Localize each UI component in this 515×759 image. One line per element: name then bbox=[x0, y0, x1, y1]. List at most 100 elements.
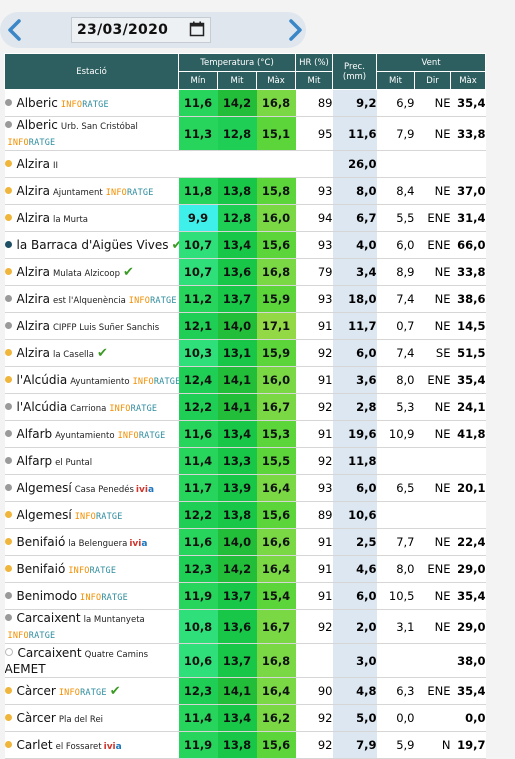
stations-table: Estació Temperatura (°C) HR (%) Prec. (m… bbox=[4, 53, 486, 759]
station-name[interactable]: Càrcer bbox=[16, 683, 56, 698]
station-location: Mulata Alzicoop bbox=[52, 268, 120, 279]
station-name[interactable]: Benifaió bbox=[16, 535, 66, 549]
header-precip[interactable]: Prec. (mm) bbox=[332, 53, 377, 90]
table-row[interactable]: Alzira est l'Alquenència INFORATGE 11,2 13,7… bbox=[4, 285, 486, 313]
table-row[interactable]: Càrcer INFORATGE ✔ 12,3 14,1 16,4 90 4,8 6,3 ENE 3… bbox=[4, 677, 486, 705]
station-cell[interactable]: Alzira la Murta bbox=[4, 204, 179, 232]
station-cell[interactable]: Algemesí INFORATGE bbox=[4, 501, 179, 529]
wind-max: 29,0 bbox=[450, 555, 486, 583]
station-name[interactable]: Alfarp bbox=[16, 454, 53, 468]
precipitation: 11,8 bbox=[332, 447, 377, 475]
header-temp-max[interactable]: Màx bbox=[256, 71, 296, 90]
station-name[interactable]: Carlet bbox=[16, 738, 53, 752]
header-wind-dir[interactable]: Dir bbox=[414, 71, 451, 90]
station-name[interactable]: l'Alcúdia bbox=[16, 373, 68, 387]
station-cell[interactable]: Alzira la Casella ✔ bbox=[4, 339, 179, 367]
station-status-dot bbox=[4, 613, 12, 621]
table-row[interactable]: Algemesí Casa Penedés ivia 11,7 13,9 16,4 93 6,… bbox=[4, 474, 486, 502]
station-cell[interactable]: Alzira CIPFP Luis Suñer Sanchis bbox=[4, 312, 179, 340]
station-name[interactable]: Càrcer bbox=[16, 711, 56, 725]
station-cell[interactable]: Alzira est l'Alquenència INFORATGE bbox=[4, 285, 179, 313]
table-row[interactable]: Alzira II 26,0 bbox=[4, 150, 486, 178]
table-row[interactable]: Alzira Ajuntament INFORATGE 11,8 13,8 15,8 93 8… bbox=[4, 177, 486, 205]
station-cell[interactable]: Càrcer INFORATGE ✔ bbox=[4, 677, 179, 705]
table-row[interactable]: l'Alcúdia Carriona INFORATGE 12,2 14,1 16,7 92… bbox=[4, 393, 486, 421]
calendar-icon[interactable] bbox=[189, 21, 205, 37]
next-day-button[interactable] bbox=[282, 12, 310, 48]
station-cell[interactable]: Alzira Mulata Alzicoop ✔ bbox=[4, 258, 179, 286]
header-wind-mit[interactable]: Mit bbox=[376, 71, 415, 90]
station-name[interactable]: Alzira bbox=[16, 345, 50, 360]
table-row[interactable]: Alfarp el Puntal 11,4 13,3 15,5 92 11,8 bbox=[4, 447, 486, 475]
temp-min: 12,3 bbox=[178, 555, 218, 583]
station-status-dot bbox=[4, 714, 12, 721]
station-name[interactable]: Alfarb bbox=[16, 427, 53, 441]
station-status-dot bbox=[4, 214, 12, 221]
station-cell[interactable]: Benimodo INFORATGE bbox=[4, 582, 179, 610]
table-row[interactable]: l'Alcúdia Ayuntamiento INFORATGE 12,4 14,1 16… bbox=[4, 366, 486, 394]
station-cell[interactable]: Alberic INFORATGE bbox=[4, 89, 179, 117]
temp-mit: 14,1 bbox=[217, 366, 257, 394]
station-cell[interactable]: l'Alcúdia Carriona INFORATGE bbox=[4, 393, 179, 421]
station-cell[interactable]: Alzira II bbox=[4, 150, 179, 178]
header-hr-mit[interactable]: Mit bbox=[295, 71, 333, 90]
table-row[interactable]: Benifaió INFORATGE 12,3 14,2 16,4 91 4,6 8,0 ENE… bbox=[4, 555, 486, 583]
table-row[interactable]: Benifaió la Belenguera ivia 11,6 14,0 16,6 91 2… bbox=[4, 528, 486, 556]
header-temp-min[interactable]: Mín bbox=[178, 71, 218, 90]
station-name[interactable]: l'Alcúdia bbox=[16, 400, 68, 414]
humidity: 89 bbox=[295, 501, 333, 529]
table-row[interactable]: Alberic INFORATGE 11,6 14,2 16,8 89 9,2 6,9 NE 35… bbox=[4, 89, 486, 117]
station-cell[interactable]: Benifaió la Belenguera ivia bbox=[4, 528, 179, 556]
temp-min: 12,2 bbox=[178, 501, 218, 529]
date-input[interactable]: 23/03/2020 bbox=[71, 17, 211, 43]
table-row[interactable]: Alzira Mulata Alzicoop ✔ 10,7 13,6 16,8 79 3,4 8… bbox=[4, 258, 486, 286]
station-name[interactable]: Benimodo bbox=[16, 589, 78, 603]
table-row[interactable]: la Barraca d'Aigües Vives✔10,713,415,693… bbox=[4, 231, 486, 259]
station-status-dot bbox=[4, 648, 13, 656]
station-name[interactable]: Alzira bbox=[16, 184, 50, 198]
station-cell[interactable]: Alfarb Ayuntamiento INFORATGE bbox=[4, 420, 179, 448]
station-name[interactable]: Alzira bbox=[16, 264, 50, 279]
date-selector: 23/03/2020 bbox=[0, 12, 306, 48]
station-name[interactable]: Benifaió bbox=[16, 562, 66, 576]
station-name[interactable]: la Barraca d'Aigües Vives bbox=[16, 237, 169, 252]
station-name[interactable]: Alzira bbox=[16, 319, 50, 333]
station-cell[interactable]: Carlet el Fossaret ivia bbox=[4, 731, 179, 759]
header-wind-max[interactable]: Màx bbox=[450, 71, 486, 90]
station-cell[interactable]: Càrcer Pla del Rei bbox=[4, 704, 179, 732]
station-name[interactable]: Alberic bbox=[16, 96, 58, 110]
table-row[interactable]: Alfarb Ayuntamiento INFORATGE 11,6 13,4 15,3 9… bbox=[4, 420, 486, 448]
station-cell[interactable]: Alfarp el Puntal bbox=[4, 447, 179, 475]
station-cell[interactable]: Benifaió INFORATGE bbox=[4, 555, 179, 583]
station-cell[interactable]: Carcaixent la Muntanyeta INFORATGE bbox=[4, 609, 179, 644]
table-row[interactable]: Benimodo INFORATGE 11,9 13,7 15,4 91 6,0 10,5 NE… bbox=[4, 582, 486, 610]
table-row[interactable]: Carcaixent la Muntanyeta INFORATGE 10,8 13,6… bbox=[4, 609, 486, 644]
station-name[interactable]: Alberic bbox=[16, 117, 58, 132]
check-icon: ✔ bbox=[122, 264, 134, 280]
station-cell[interactable]: la Barraca d'Aigües Vives✔ bbox=[4, 231, 179, 259]
station-name[interactable]: Carcaixent bbox=[16, 610, 81, 625]
station-name[interactable]: Alzira bbox=[16, 292, 50, 306]
station-cell[interactable]: Algemesí Casa Penedés ivia bbox=[4, 474, 179, 502]
header-station[interactable]: Estació bbox=[4, 53, 179, 90]
station-name[interactable]: Alzira bbox=[16, 157, 50, 171]
station-name[interactable]: Alzira bbox=[16, 211, 50, 225]
station-cell[interactable]: l'Alcúdia Ayuntamiento INFORATGE bbox=[4, 366, 179, 394]
wind-max: 38,0 bbox=[450, 643, 486, 678]
table-row[interactable]: Alberic Urb. San Cristóbal INFORATGE 11,3 12… bbox=[4, 116, 486, 151]
station-cell[interactable]: Carcaixent Quatre Camins AEMET bbox=[4, 643, 179, 678]
station-name[interactable]: Algemesí bbox=[16, 508, 72, 522]
header-temp-mit[interactable]: Mit bbox=[217, 71, 257, 90]
table-row[interactable]: Alzira la Murta 9,9 12,8 16,0 94 6,7 5,5 ENE 31,4 bbox=[4, 204, 486, 232]
prev-day-button[interactable] bbox=[0, 12, 28, 48]
humidity: 93 bbox=[295, 231, 333, 259]
table-row[interactable]: Algemesí INFORATGE 12,2 13,8 15,6 89 10,6 bbox=[4, 501, 486, 529]
station-cell[interactable]: Alberic Urb. San Cristóbal INFORATGE bbox=[4, 116, 179, 151]
table-row[interactable]: Alzira la Casella ✔ 10,3 13,1 15,9 92 6,0 7,4 SE 5… bbox=[4, 339, 486, 367]
table-row[interactable]: Carcaixent Quatre Camins AEMET 10,6 13,7 16,8… bbox=[4, 643, 486, 678]
table-row[interactable]: Carlet el Fossaret ivia 11,9 13,8 15,6 92 7,9 5,… bbox=[4, 731, 486, 759]
table-row[interactable]: Càrcer Pla del Rei 11,4 13,4 16,2 92 5,0 0,0 0,0 bbox=[4, 704, 486, 732]
station-name[interactable]: Algemesí bbox=[16, 481, 72, 495]
station-cell[interactable]: Alzira Ajuntament INFORATGE bbox=[4, 177, 179, 205]
table-row[interactable]: Alzira CIPFP Luis Suñer Sanchis 12,1 14,0 17… bbox=[4, 312, 486, 340]
